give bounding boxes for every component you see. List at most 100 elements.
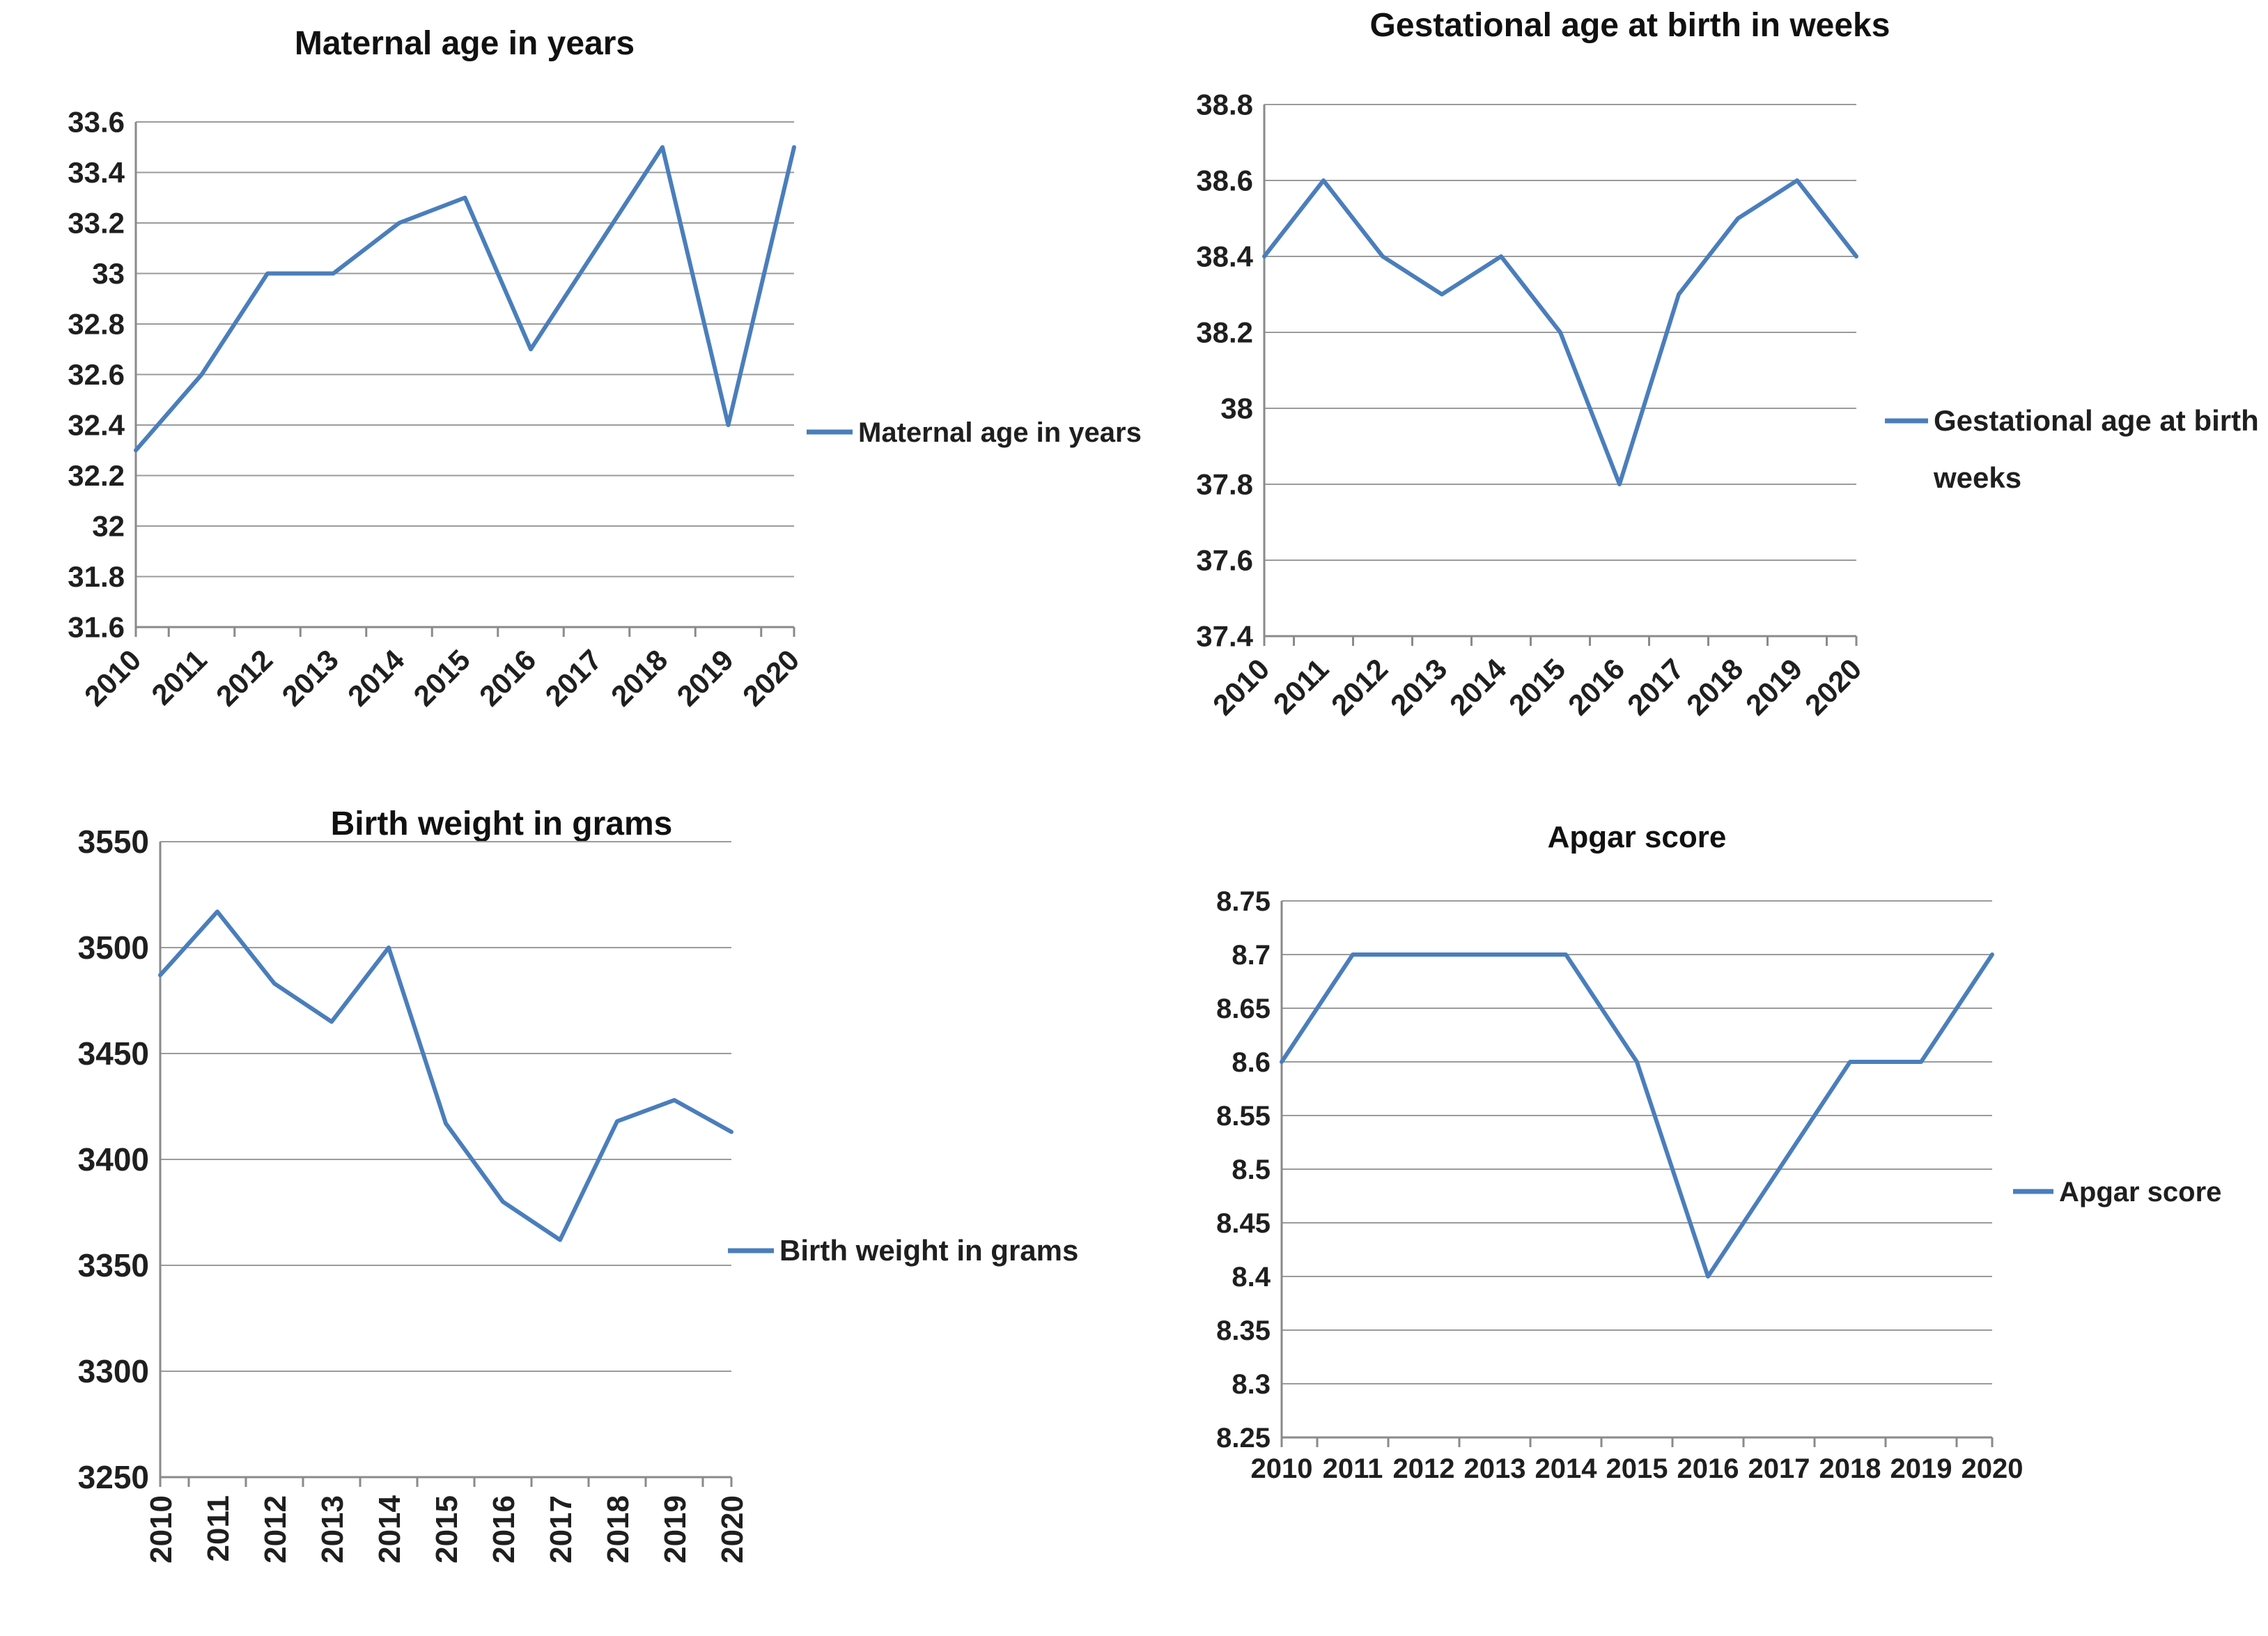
y-tick-label: 3450 xyxy=(78,1035,149,1072)
y-tick-label: 8.7 xyxy=(1232,940,1271,971)
chart-title: Maternal age in years xyxy=(295,25,635,62)
y-tick-label: 37.6 xyxy=(1196,544,1253,577)
x-tick-label: 2010 xyxy=(1251,1453,1313,1484)
x-tick-label: 2017 xyxy=(1748,1453,1810,1484)
x-tick-label: 2012 xyxy=(1325,652,1394,721)
y-tick-label: 3550 xyxy=(78,824,149,860)
y-tick-label: 33 xyxy=(92,257,125,290)
y-tick-label: 33.4 xyxy=(68,156,125,189)
x-tick-label: 2012 xyxy=(258,1495,293,1564)
x-tick-label: 2010 xyxy=(1206,652,1275,721)
chart-title: Birth weight in grams xyxy=(331,805,673,842)
legend: Gestational age at birth in weeks xyxy=(1885,404,2268,494)
legend-label-line2: weeks xyxy=(1933,461,2021,494)
chart-maternal-age: Maternal age in years 33.6 33.4 33.2 33 32.8… xyxy=(68,25,1142,713)
y-tick-label: 3350 xyxy=(78,1247,149,1283)
x-tick-label: 2016 xyxy=(1562,652,1631,721)
x-tick-label: 2019 xyxy=(1890,1453,1952,1484)
x-tick-label: 2010 xyxy=(78,643,147,712)
x-tick-label: 2015 xyxy=(407,643,476,712)
y-tick-label: 31.8 xyxy=(68,560,125,593)
legend-label: Gestational age at birth in xyxy=(1934,404,2268,437)
x-tick-label: 2019 xyxy=(1739,652,1808,721)
chart-apgar-score: Apgar score 8.75 8.7 8.65 8.6 8.55 8.5 8.45 8.4… xyxy=(1216,820,2221,1484)
y-tick-label: 38.8 xyxy=(1196,88,1253,121)
y-tick-label: 33.6 xyxy=(68,106,125,139)
legend-label: Birth weight in grams xyxy=(779,1234,1078,1267)
chart-birth-weight: Birth weight in grams 3550 3500 3450 3400 33… xyxy=(78,805,1079,1564)
y-tick-label: 8.25 xyxy=(1216,1423,1271,1453)
x-tick-label: 2012 xyxy=(1393,1453,1455,1484)
y-tick-label: 32.2 xyxy=(68,459,125,492)
y-tick-label: 37.4 xyxy=(1196,620,1253,653)
y-tick-label: 8.4 xyxy=(1232,1262,1271,1292)
series-line xyxy=(158,909,733,1242)
x-tick-label: 2011 xyxy=(145,643,213,711)
x-tick-label: 2013 xyxy=(1384,652,1453,721)
x-tick-label: 2010 xyxy=(144,1495,178,1564)
y-tick-label: 33.2 xyxy=(68,207,125,240)
x-tick-label: 2011 xyxy=(1267,652,1335,720)
y-tick-label: 8.3 xyxy=(1232,1369,1271,1400)
x-tick-label: 2014 xyxy=(373,1495,407,1563)
y-tick-label: 3400 xyxy=(78,1141,149,1178)
y-tick-label: 3250 xyxy=(78,1459,149,1495)
chart-title: Apgar score xyxy=(1548,820,1727,854)
x-tick-label: 2020 xyxy=(736,643,805,712)
chart-gestational-age: Gestational age at birth in weeks 38.8 38… xyxy=(1196,7,2268,722)
y-tick-label: 37.8 xyxy=(1196,468,1253,501)
x-tick-label: 2015 xyxy=(1606,1453,1668,1484)
x-tick-label: 2016 xyxy=(1677,1453,1739,1484)
x-tick-label: 2013 xyxy=(276,643,345,712)
y-tick-label: 3500 xyxy=(78,929,149,966)
plot-area: 38.838.638.438.23837.837.637.42010201120… xyxy=(1196,88,1867,722)
chart-title: Gestational age at birth in weeks xyxy=(1370,7,1890,44)
y-tick-label: 8.65 xyxy=(1216,994,1271,1024)
x-tick-label: 2015 xyxy=(430,1495,464,1564)
y-tick-label: 32.8 xyxy=(68,308,125,341)
series-line xyxy=(134,145,796,453)
y-tick-label: 8.55 xyxy=(1216,1101,1271,1132)
series-line xyxy=(1280,952,1994,1279)
y-tick-label: 32 xyxy=(92,510,125,543)
plot-area: 33.6 33.4 33.2 33 32.8 32.6 32.4 32.2 32 31.8 31.6… xyxy=(68,106,805,713)
x-tick-label: 2018 xyxy=(605,643,674,712)
legend: Apgar score xyxy=(2013,1177,2221,1207)
x-tick-label: 2017 xyxy=(544,1495,578,1564)
series-line xyxy=(1262,178,1858,486)
x-tick-label: 2012 xyxy=(210,643,279,712)
x-tick-label: 2011 xyxy=(201,1495,235,1561)
y-tick-label: 8.75 xyxy=(1216,886,1271,917)
x-tick-label: 2020 xyxy=(715,1495,749,1564)
y-tick-label: 38.6 xyxy=(1196,164,1253,197)
y-tick-label: 8.45 xyxy=(1216,1208,1271,1239)
plot-area: 8.758.78.658.68.558.58.458.48.358.38.252… xyxy=(1216,886,2023,1484)
y-tick-label: 38.2 xyxy=(1196,316,1253,349)
x-tick-label: 2016 xyxy=(487,1495,521,1564)
x-tick-label: 2018 xyxy=(601,1495,635,1564)
x-tick-label: 2017 xyxy=(1621,652,1690,721)
x-tick-label: 2015 xyxy=(1502,652,1571,721)
x-tick-label: 2014 xyxy=(341,643,411,713)
x-tick-label: 2019 xyxy=(671,643,740,712)
x-tick-label: 2014 xyxy=(1443,652,1513,722)
y-tick-label: 38.4 xyxy=(1196,240,1253,273)
legend: Maternal age in years xyxy=(807,417,1142,448)
x-tick-label: 2011 xyxy=(1323,1453,1383,1484)
x-tick-label: 2020 xyxy=(1799,652,1867,721)
y-tick-label: 8.6 xyxy=(1232,1047,1271,1078)
x-tick-label: 2013 xyxy=(316,1495,350,1564)
x-tick-label: 2013 xyxy=(1464,1453,1526,1484)
y-tick-label: 32.6 xyxy=(68,358,125,391)
y-tick-label: 8.35 xyxy=(1216,1315,1271,1346)
legend-label: Maternal age in years xyxy=(858,417,1142,448)
y-tick-label: 8.5 xyxy=(1232,1155,1271,1185)
legend: Birth weight in grams xyxy=(728,1234,1078,1267)
y-tick-label: 31.6 xyxy=(68,611,125,644)
y-tick-label: 32.4 xyxy=(68,409,125,442)
x-tick-label: 2018 xyxy=(1680,652,1749,721)
x-tick-label: 2016 xyxy=(473,643,542,712)
x-tick-label: 2019 xyxy=(658,1495,692,1564)
